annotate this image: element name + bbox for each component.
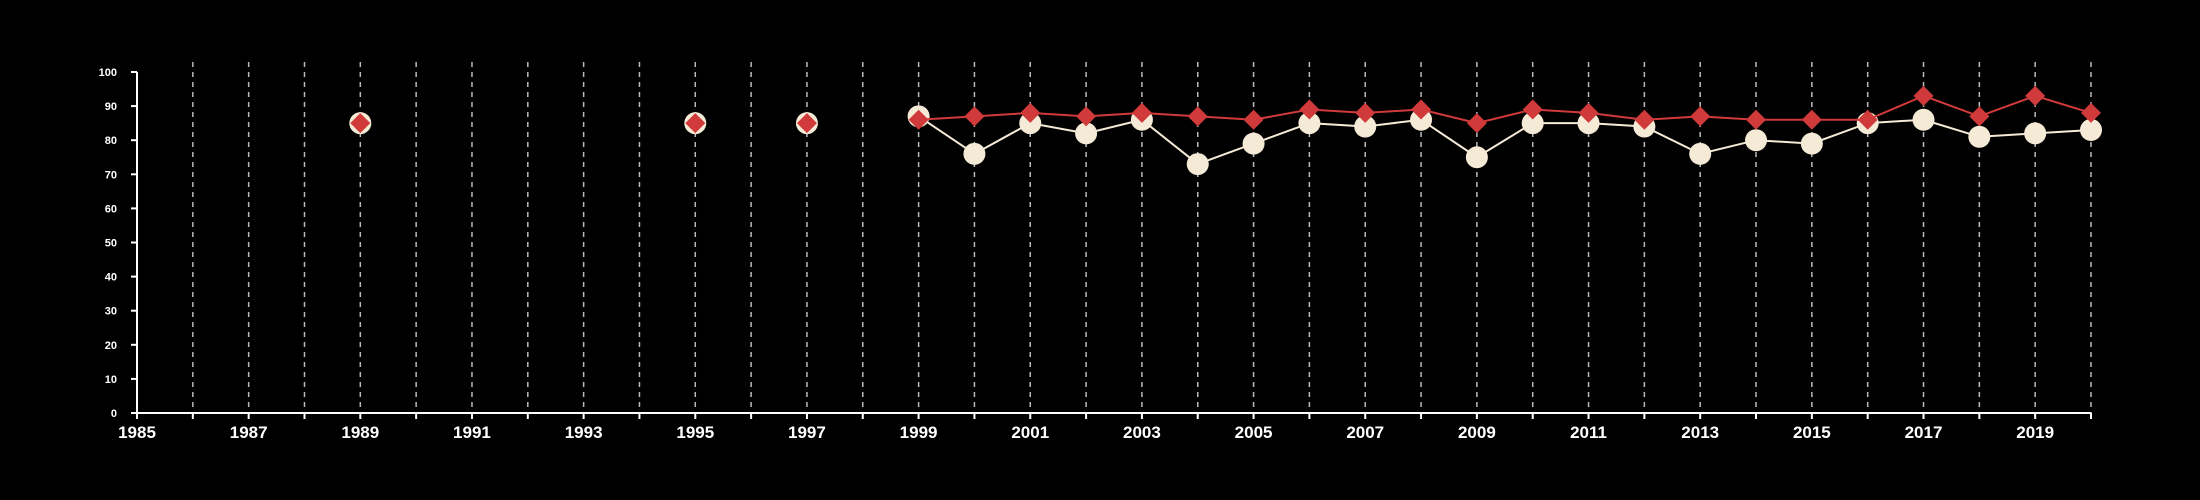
series-2-point-2020 (2081, 102, 2101, 123)
x-tick-label: 2003 (1123, 423, 1161, 442)
series-2-point-1989 (350, 113, 371, 134)
x-tick-label: 1989 (341, 423, 379, 442)
series-2-point-2011 (1578, 102, 1599, 123)
series-2-point-2001 (1020, 102, 1041, 123)
x-tick-label: 1997 (788, 423, 826, 442)
x-tick-label: 2015 (1793, 423, 1831, 442)
series-2-point-2015 (1801, 109, 1822, 130)
series-1-point-2013 (1689, 142, 1712, 165)
x-tick-label: 2019 (2016, 423, 2054, 442)
series-2-point-2008 (1411, 99, 1432, 120)
grid-layer (192, 62, 2092, 413)
x-tick-label: 2017 (1905, 423, 1943, 442)
series-2-point-2004 (1187, 106, 1208, 127)
series-2-point-2019 (2025, 85, 2046, 106)
series-1-point-2010 (1521, 112, 1544, 135)
series-2-point-2009 (1466, 113, 1487, 134)
x-tick-label: 1987 (230, 423, 268, 442)
series-2-point-2007 (1355, 102, 1376, 123)
series-2-point-2005 (1243, 109, 1264, 130)
series-2-segment (2034, 94, 2092, 114)
series-1-point-2007 (1354, 115, 1377, 138)
x-tick-label: 1999 (900, 423, 938, 442)
series-2 (350, 85, 2101, 134)
y-tick-label: 80 (105, 135, 117, 147)
x-tick-label: 2011 (1570, 423, 1607, 442)
series-1-point-2000 (963, 142, 986, 165)
series-1-point-2005 (1242, 132, 1265, 155)
y-tick-label: 60 (105, 203, 117, 215)
series-2-point-2010 (1522, 99, 1543, 120)
series-2-point-2000 (964, 106, 985, 127)
y-tick-label: 50 (105, 238, 117, 250)
series-2-point-2012 (1634, 109, 1655, 130)
series-2-point-2016 (1857, 109, 1878, 130)
series-2-point-2018 (1969, 106, 1990, 127)
x-tick-label: 1991 (453, 423, 491, 442)
series-1-segment (1420, 118, 1478, 159)
series-2-point-2013 (1690, 106, 1711, 127)
series-2-point-1999 (908, 109, 929, 130)
x-tick-label: 2005 (1235, 423, 1273, 442)
y-tick-label: 100 (99, 67, 117, 79)
series-1-segment (918, 115, 975, 155)
series-1-point-2002 (1075, 122, 1098, 145)
series-2-point-2003 (1131, 102, 1152, 123)
y-tick-label: 20 (105, 340, 117, 352)
axis-layer: 1985 1987 1989 1991 1993 1995 1997 1999 2001 2003… (99, 67, 2092, 442)
y-tick-label: 10 (105, 374, 117, 386)
x-tick-label: 1985 (118, 423, 156, 442)
series-2-segment (1923, 94, 1980, 118)
y-tick-label: 40 (105, 272, 117, 284)
series-2-segment (1588, 111, 1645, 121)
series-2-segment (1253, 108, 1310, 121)
series-2-point-2014 (1746, 109, 1767, 130)
series-2-segment (1476, 108, 1533, 125)
series-2-segment (1978, 94, 2036, 118)
x-tick-label: 2007 (1346, 423, 1384, 442)
series-1-point-2019 (2024, 122, 2047, 145)
x-tick-label: 2013 (1681, 423, 1719, 442)
series-2-point-1997 (796, 113, 817, 134)
x-tick-label: 2009 (1458, 423, 1496, 442)
y-tick-label: 70 (105, 169, 117, 181)
series-2-segment (1867, 94, 1924, 121)
series-1-point-2014 (1745, 129, 1768, 152)
series-2-point-2006 (1299, 99, 1320, 120)
series-1-point-2018 (1968, 125, 1991, 148)
y-tick-label: 0 (111, 408, 117, 420)
series-2-point-1995 (685, 113, 706, 134)
series-1-point-2015 (1800, 132, 1823, 155)
series-1-point-2006 (1298, 112, 1321, 135)
y-tick-label: 30 (105, 306, 117, 318)
series-1-point-2001 (1019, 112, 1042, 135)
x-tick-label: 1995 (676, 423, 714, 442)
series-2-point-2017 (1913, 85, 1934, 106)
series-1-point-2017 (1912, 108, 1935, 131)
x-tick-label: 2001 (1011, 423, 1049, 442)
series-1-point-2011 (1577, 112, 1600, 135)
x-tick-label: 1993 (565, 423, 603, 442)
series-2-point-2002 (1076, 106, 1097, 127)
series-1-point-2020 (2080, 118, 2102, 141)
series-2-segment (1420, 108, 1478, 125)
y-tick-label: 90 (105, 101, 117, 113)
series-1-point-2009 (1465, 146, 1488, 169)
series-1-point-2008 (1410, 108, 1433, 131)
series-layer (349, 85, 2102, 176)
series-1-point-2004 (1186, 153, 1209, 176)
series-1-segment (1141, 118, 1199, 165)
